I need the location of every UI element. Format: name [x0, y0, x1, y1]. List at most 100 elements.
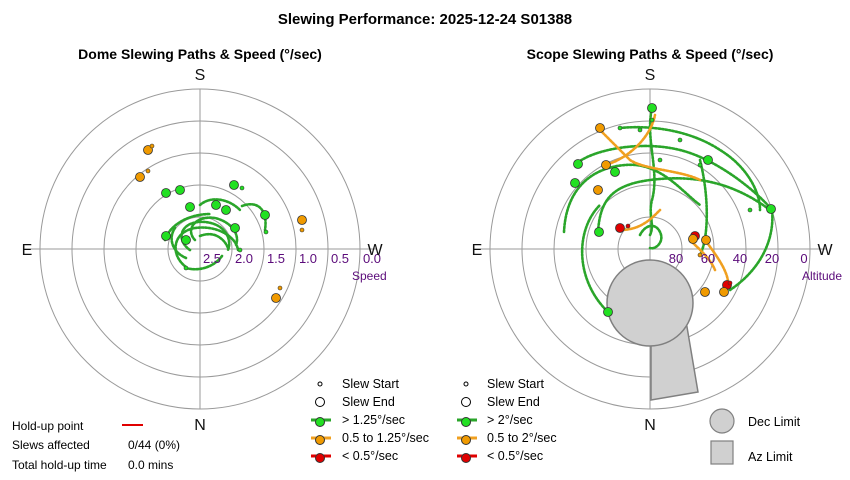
dome-slew-end: [143, 145, 153, 155]
scope-slew-path: [580, 203, 610, 314]
scope-dir-e: E: [472, 242, 483, 259]
legend-end-label: Slew End: [342, 395, 395, 409]
dome-slew-end: [271, 293, 281, 303]
dome-slew-start: [237, 247, 243, 253]
scope-dir-s: S: [645, 67, 656, 84]
legend-mid-label: 0.5 to 1.25°/sec: [342, 431, 429, 445]
dome-slew-path: [184, 254, 224, 271]
dome-slew-start: [277, 285, 283, 291]
dome-slew-end: [297, 215, 307, 225]
legend-fast-label: > 1.25°/sec: [342, 413, 405, 427]
scope-slew-path: [598, 128, 702, 182]
legend-end-label: Slew End: [487, 395, 540, 409]
dec-limit-swatch: [709, 408, 735, 434]
dome-slew-end: [181, 235, 191, 245]
scope-slew-end: [688, 234, 698, 244]
total-holdup-value: 0.0 mins: [128, 458, 173, 472]
scope-slew-path: [618, 125, 762, 212]
scope-slew-end: [719, 287, 729, 297]
legend-start-marker: [463, 381, 469, 387]
slews-affected-label: Slews affected: [12, 438, 90, 452]
dome-slew-end: [161, 188, 171, 198]
scope-panel: Scope Slewing Paths & Speed (°/sec) 80 60…: [472, 46, 843, 434]
legend-start-label: Slew Start: [487, 377, 544, 391]
scope-dir-n: N: [644, 417, 656, 434]
legend-slow-label: < 0.5°/sec: [342, 449, 398, 463]
dome-legend: Slew Start Slew End > 1.25°/sec 0.5 to 1…: [311, 377, 429, 463]
legend-fast-label: > 2°/sec: [487, 413, 533, 427]
scope-legend: Slew Start Slew End > 2°/sec 0.5 to 2°/s…: [457, 377, 801, 465]
legend-end-marker: [315, 397, 325, 407]
scope-slew-end: [615, 223, 625, 233]
dome-dir-n: N: [194, 417, 206, 434]
scope-tick-label: 20: [765, 251, 779, 266]
dome-slew-end: [260, 210, 270, 220]
legend-end-marker: [461, 397, 471, 407]
dome-slew-path: [198, 232, 230, 250]
holdup-label: Hold-up point: [12, 419, 84, 433]
scope-slew-path: [638, 224, 663, 250]
scope-axis-label: Altitude: [802, 269, 842, 283]
dome-slew-path: [170, 226, 188, 260]
az-limit-label: Az Limit: [748, 450, 793, 464]
dome-slew-path: [189, 216, 239, 247]
dome-title: Dome Slewing Paths & Speed (°/sec): [78, 46, 322, 62]
az-limit-swatch: [710, 440, 734, 465]
scope-points: [570, 103, 776, 317]
scope-slew-start: [637, 127, 643, 133]
legend-slow-marker: [315, 453, 325, 463]
dome-slew-end: [211, 200, 221, 210]
legend-start-label: Slew Start: [342, 377, 399, 391]
dome-slew-end: [230, 223, 240, 233]
dome-slew-start: [149, 143, 155, 149]
legend-mid-marker: [315, 435, 325, 445]
dome-slew-end: [185, 202, 195, 212]
legend-slow-label: < 0.5°/sec: [487, 449, 543, 463]
scope-slew-start: [747, 207, 753, 213]
dome-slew-end: [221, 205, 231, 215]
dome-rings: [24, 88, 376, 410]
scope-paths: [562, 106, 774, 314]
dome-tick-label: 1.0: [299, 251, 317, 266]
dome-tick-label: 1.5: [267, 251, 285, 266]
scope-slew-end: [573, 159, 583, 169]
slews-affected-value: 0/44 (0%): [128, 438, 180, 452]
scope-slew-start: [677, 137, 683, 143]
scope-slew-start: [625, 223, 631, 229]
legend-mid-label: 0.5 to 2°/sec: [487, 431, 557, 445]
scope-slew-start: [649, 117, 655, 123]
scope-slew-path: [573, 144, 774, 212]
scope-slew-end: [647, 103, 657, 113]
scope-slew-end: [594, 227, 604, 237]
legend-fast-marker: [315, 417, 325, 427]
legend-mid-marker: [461, 435, 471, 445]
dome-dir-w: W: [367, 242, 383, 259]
figure-title: Slewing Performance: 2025-12-24 S01388: [278, 11, 572, 28]
dome-slew-path: [174, 226, 240, 269]
dome-slew-path: [240, 203, 267, 232]
scope-slew-start: [617, 125, 623, 131]
dome-slew-start: [239, 185, 245, 191]
scope-dir-w: W: [817, 242, 833, 259]
scope-limits: [606, 259, 699, 401]
scope-slew-path: [728, 208, 774, 292]
dome-dir-s: S: [195, 67, 206, 84]
scope-slew-end: [610, 167, 620, 177]
scope-title: Scope Slewing Paths & Speed (°/sec): [527, 46, 774, 62]
scope-slew-end: [595, 123, 605, 133]
legend-start-marker: [317, 381, 323, 387]
scope-tick-label: 60: [701, 251, 715, 266]
scope-slew-end: [701, 235, 711, 245]
scope-slew-path: [698, 158, 709, 257]
scope-slew-start: [697, 162, 703, 168]
dome-slew-end: [175, 185, 185, 195]
dome-tick-label: 2.0: [235, 251, 253, 266]
scope-slew-start: [697, 252, 703, 258]
dec-limit-region: [606, 259, 694, 347]
dome-panel: Dome Slewing Paths & Speed (°/sec) 2.5 2.…: [22, 46, 387, 434]
dome-slew-start: [299, 227, 305, 233]
dome-tick-label: 0.0: [363, 251, 381, 266]
dome-slew-end: [135, 172, 145, 182]
scope-slew-end: [700, 287, 710, 297]
